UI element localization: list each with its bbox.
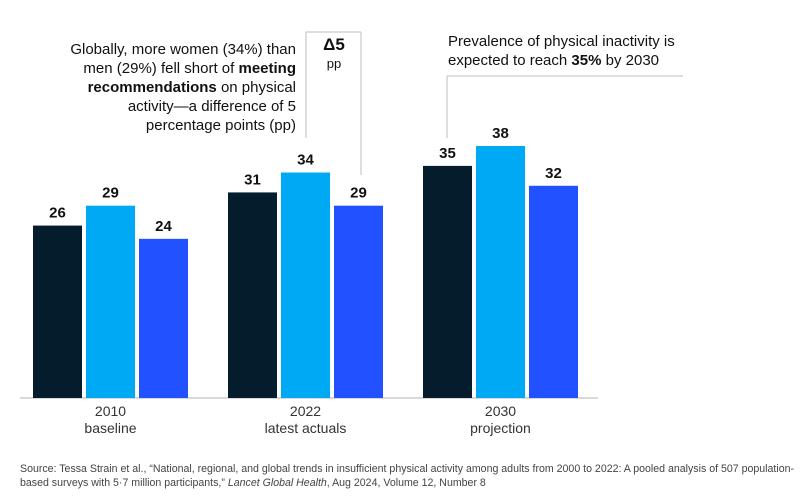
annotation-right-bold: 35% — [571, 52, 602, 69]
projection-annotation: Prevalence of physical inactivity is exp… — [448, 32, 688, 70]
annotation-left-bold: meeting recommendations — [87, 60, 296, 96]
bar-women-2 — [423, 165, 472, 398]
data-label-overall-0: 29 — [102, 185, 119, 202]
bar-men-0 — [139, 238, 188, 398]
bar-overall-0 — [86, 205, 135, 398]
delta-value: Δ5 — [323, 35, 345, 54]
data-label-men-0: 24 — [155, 218, 172, 235]
bar-women-1 — [228, 192, 277, 398]
x-tick-label-2-line-0: 2030 — [485, 403, 516, 419]
source-note: Source: Tessa Strain et al., “National, … — [20, 462, 796, 490]
bar-women-0 — [33, 225, 82, 398]
data-label-overall-1: 34 — [297, 152, 314, 169]
data-label-men-1: 29 — [350, 185, 367, 202]
bar-men-1 — [334, 205, 383, 398]
annotation-right-text-2: by 2030 — [601, 52, 659, 69]
delta-callout: Δ5 pp — [306, 34, 362, 72]
delta-unit: pp — [326, 56, 342, 71]
annotation-left-text-1: Globally, more women (34%) than men (29%… — [70, 41, 296, 77]
x-tick-label-1-line-0: 2022 — [290, 403, 321, 419]
source-prefix: Source: Tessa Strain et al., “National, … — [20, 463, 795, 489]
data-label-overall-2: 38 — [492, 125, 509, 142]
women-vs-men-annotation: Globally, more women (34%) than men (29%… — [60, 40, 296, 135]
data-label-women-2: 35 — [439, 145, 456, 162]
data-label-men-2: 32 — [545, 165, 562, 182]
bar-overall-1 — [281, 172, 330, 398]
annotation-right-text-1: Prevalence of physical inactivity is exp… — [448, 33, 675, 69]
source-journal: Lancet Global Health — [227, 477, 327, 489]
data-label-women-1: 31 — [244, 171, 261, 188]
annotation-left-text-2: on physical activity—a difference of 5 p… — [127, 79, 296, 134]
x-tick-label-0-line-0: 2010 — [95, 403, 126, 419]
x-tick-label-2-line-1: projection — [470, 420, 531, 436]
x-tick-label-0-line-1: baseline — [84, 420, 136, 436]
source-suffix: , Aug 2024, Volume 12, Number 8 — [326, 477, 486, 489]
data-label-women-0: 26 — [49, 205, 66, 222]
x-tick-label-1-line-1: latest actuals — [265, 420, 347, 436]
bar-men-2 — [529, 185, 578, 398]
bar-overall-2 — [476, 146, 525, 398]
